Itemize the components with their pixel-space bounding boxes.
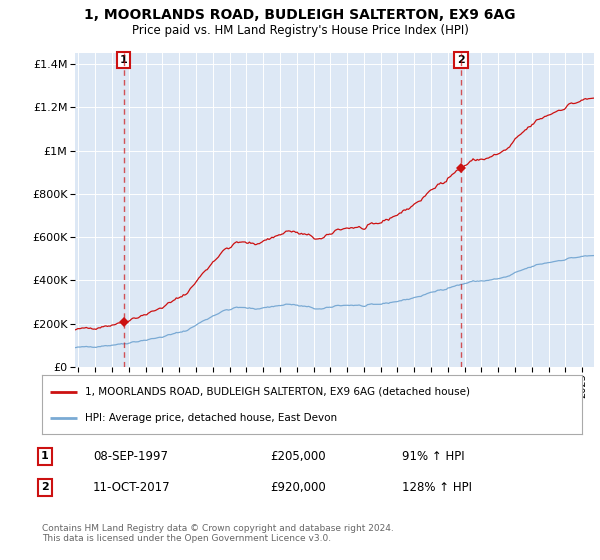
- Text: 91% ↑ HPI: 91% ↑ HPI: [402, 450, 464, 463]
- Text: £205,000: £205,000: [270, 450, 326, 463]
- Text: HPI: Average price, detached house, East Devon: HPI: Average price, detached house, East…: [85, 413, 337, 423]
- Text: 1, MOORLANDS ROAD, BUDLEIGH SALTERTON, EX9 6AG: 1, MOORLANDS ROAD, BUDLEIGH SALTERTON, E…: [84, 8, 516, 22]
- Text: 11-OCT-2017: 11-OCT-2017: [93, 480, 170, 494]
- Text: 08-SEP-1997: 08-SEP-1997: [93, 450, 168, 463]
- Text: Contains HM Land Registry data © Crown copyright and database right 2024.
This d: Contains HM Land Registry data © Crown c…: [42, 524, 394, 543]
- Text: 1: 1: [119, 55, 127, 65]
- Text: 2: 2: [41, 482, 49, 492]
- Text: Price paid vs. HM Land Registry's House Price Index (HPI): Price paid vs. HM Land Registry's House …: [131, 24, 469, 36]
- Text: 1: 1: [41, 451, 49, 461]
- Text: 128% ↑ HPI: 128% ↑ HPI: [402, 480, 472, 494]
- Text: £920,000: £920,000: [270, 480, 326, 494]
- Text: 1, MOORLANDS ROAD, BUDLEIGH SALTERTON, EX9 6AG (detached house): 1, MOORLANDS ROAD, BUDLEIGH SALTERTON, E…: [85, 386, 470, 396]
- Text: 2: 2: [457, 55, 465, 65]
